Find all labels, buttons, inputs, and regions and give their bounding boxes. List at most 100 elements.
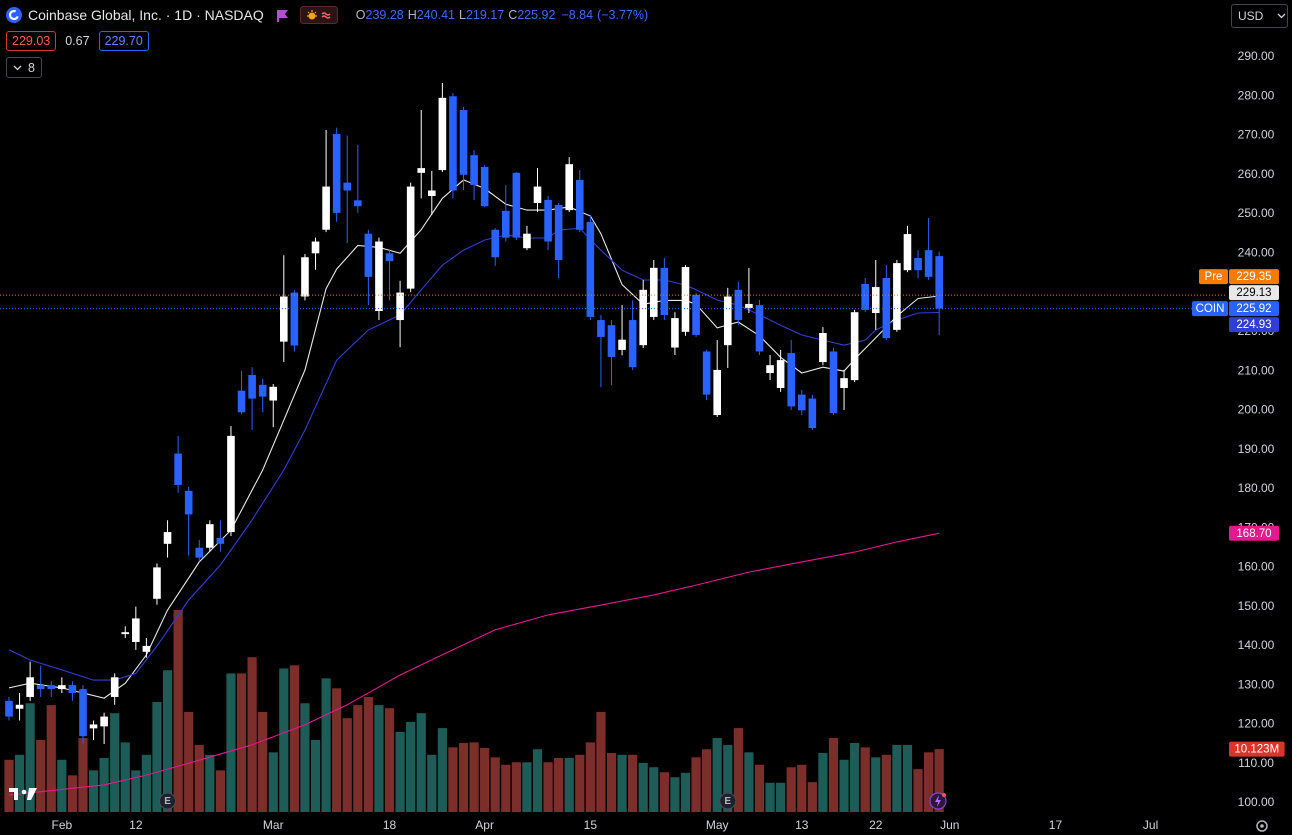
candle-body bbox=[438, 97, 447, 171]
candle-body bbox=[671, 318, 679, 348]
ask[interactable]: 229.70 bbox=[98, 31, 149, 51]
candle-body bbox=[575, 179, 584, 230]
x-tick-label: 17 bbox=[1049, 818, 1063, 832]
x-tick-label: 13 bbox=[795, 818, 809, 832]
candle-body bbox=[702, 351, 711, 395]
flag bbox=[276, 10, 288, 22]
candle-body bbox=[15, 704, 24, 709]
earnings-marker bbox=[719, 792, 737, 810]
price-tag bbox=[1229, 317, 1279, 333]
low-value: 219.17 bbox=[465, 8, 505, 22]
candle-body bbox=[713, 369, 721, 416]
candle-body bbox=[723, 296, 732, 346]
volume-bar bbox=[712, 738, 722, 812]
symbol-title: Coinbase Global, Inc. · 1D · NASDAQ bbox=[28, 7, 264, 23]
volume-bar bbox=[406, 721, 416, 812]
candle-body bbox=[797, 394, 806, 411]
earnings-marker bbox=[159, 792, 177, 810]
flag-icon[interactable] bbox=[274, 8, 290, 22]
chevron bbox=[1277, 13, 1286, 19]
candle-body bbox=[322, 186, 330, 230]
volume-bar bbox=[532, 749, 543, 812]
candle-body bbox=[776, 360, 785, 388]
tradingview-logo bbox=[9, 788, 37, 800]
x-tick-label: 18 bbox=[383, 818, 397, 832]
x-tick-label: Mar bbox=[263, 818, 284, 832]
indicators-toggle[interactable]: 8 bbox=[6, 57, 42, 78]
volume-bar bbox=[797, 764, 807, 812]
volume-bar bbox=[881, 754, 891, 812]
currency-select[interactable]: USD bbox=[1231, 4, 1288, 28]
candle-body bbox=[745, 303, 753, 308]
volume-bar bbox=[25, 703, 35, 812]
candle-body bbox=[206, 524, 214, 548]
bid[interactable]: 229.03 bbox=[6, 31, 57, 51]
high-value: 240.41 bbox=[416, 8, 455, 22]
volume-bar bbox=[226, 673, 236, 812]
volume-bar bbox=[321, 678, 331, 812]
volume-bar bbox=[828, 738, 839, 812]
volume-bar bbox=[353, 705, 363, 812]
volume-bar bbox=[501, 764, 511, 812]
y-tick-label: 210.00 bbox=[1238, 363, 1275, 377]
candle-body bbox=[89, 724, 98, 729]
candle-body bbox=[512, 172, 521, 238]
candle-body bbox=[819, 333, 827, 363]
volume-bar bbox=[543, 762, 553, 812]
y-tick-label: 290.00 bbox=[1238, 49, 1275, 63]
volume-bar bbox=[807, 782, 817, 812]
candle-body bbox=[607, 325, 616, 357]
candle-body bbox=[248, 375, 256, 399]
price-tag-label: 225.92 bbox=[1236, 303, 1271, 315]
y-tick-label: 200.00 bbox=[1238, 403, 1275, 417]
volume-bar bbox=[363, 697, 373, 812]
volume-bar bbox=[14, 754, 25, 812]
volume-bar bbox=[173, 610, 183, 812]
candle-body bbox=[237, 390, 246, 413]
candle-body bbox=[459, 110, 468, 175]
volume-bar bbox=[67, 775, 78, 812]
x-tick-label: Jul bbox=[1143, 818, 1158, 832]
volume-bar bbox=[818, 752, 828, 812]
y-tick-label: 120.00 bbox=[1238, 717, 1275, 731]
volume-bar bbox=[342, 718, 352, 812]
volume-bar bbox=[554, 757, 564, 812]
volume-bar bbox=[575, 754, 585, 812]
candle-body bbox=[343, 182, 352, 191]
volume-bar bbox=[247, 657, 257, 812]
x-tick-label: Jun bbox=[940, 818, 959, 832]
volume-bar bbox=[236, 673, 247, 812]
volume-bar bbox=[902, 744, 913, 812]
volume-bar bbox=[606, 752, 617, 812]
candle-body bbox=[36, 685, 45, 690]
gear[interactable] bbox=[1256, 820, 1268, 832]
volume-bar bbox=[205, 754, 215, 812]
candle-body bbox=[586, 221, 595, 317]
candle-body bbox=[110, 677, 119, 697]
price-tag bbox=[1229, 301, 1279, 317]
quote-row: 229.03 0.67 229.70 bbox=[6, 31, 149, 51]
candle-body bbox=[375, 241, 383, 312]
volume-bar bbox=[585, 742, 595, 812]
candle-body bbox=[480, 166, 489, 207]
candle-body bbox=[787, 353, 795, 407]
change-pct: (−3.77%) bbox=[597, 8, 649, 22]
candle-body bbox=[903, 234, 912, 271]
candle-body bbox=[533, 186, 542, 204]
candle-body bbox=[153, 567, 161, 599]
price-tag-name bbox=[1199, 269, 1228, 285]
ohlc-key: H bbox=[407, 8, 417, 22]
chevron-path bbox=[1277, 13, 1286, 19]
settings-icon[interactable] bbox=[1256, 820, 1268, 832]
volume-layer bbox=[4, 610, 944, 812]
session-box bbox=[299, 6, 338, 24]
alert-icon[interactable] bbox=[929, 792, 947, 810]
candle-body bbox=[565, 164, 574, 211]
candle-body bbox=[649, 267, 658, 317]
volume-bar bbox=[680, 772, 691, 812]
candle-body bbox=[829, 351, 838, 414]
volume-bar bbox=[480, 747, 490, 812]
volume-bar bbox=[458, 743, 469, 812]
y-tick-label: 260.00 bbox=[1238, 167, 1275, 181]
